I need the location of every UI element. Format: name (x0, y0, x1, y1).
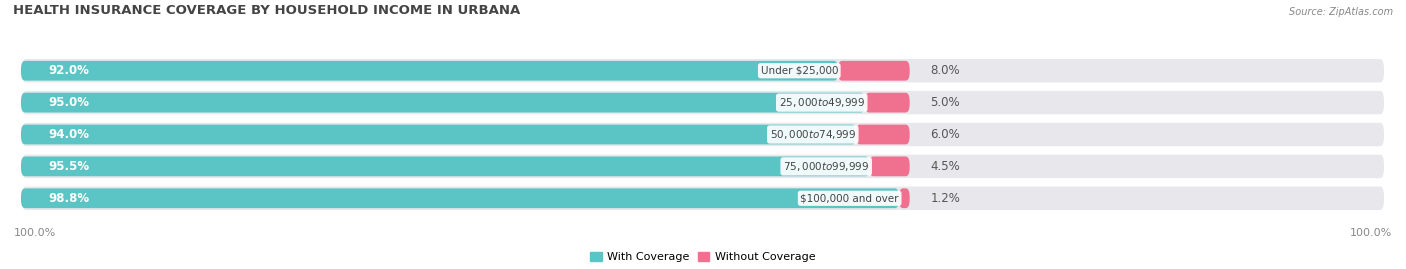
FancyBboxPatch shape (21, 61, 838, 81)
Text: 5.0%: 5.0% (931, 96, 960, 109)
Text: 100.0%: 100.0% (14, 228, 56, 238)
Legend: With Coverage, Without Coverage: With Coverage, Without Coverage (586, 247, 820, 267)
Text: 1.2%: 1.2% (931, 192, 960, 205)
Text: $75,000 to $99,999: $75,000 to $99,999 (783, 160, 869, 173)
FancyBboxPatch shape (21, 188, 898, 208)
Text: 92.0%: 92.0% (48, 64, 90, 77)
FancyBboxPatch shape (21, 154, 1385, 179)
Text: $25,000 to $49,999: $25,000 to $49,999 (779, 96, 865, 109)
Text: 95.5%: 95.5% (48, 160, 90, 173)
FancyBboxPatch shape (898, 188, 910, 208)
FancyBboxPatch shape (21, 122, 1385, 147)
FancyBboxPatch shape (21, 93, 865, 112)
Text: 8.0%: 8.0% (931, 64, 960, 77)
Text: HEALTH INSURANCE COVERAGE BY HOUSEHOLD INCOME IN URBANA: HEALTH INSURANCE COVERAGE BY HOUSEHOLD I… (13, 4, 520, 17)
FancyBboxPatch shape (21, 186, 1385, 211)
Text: 6.0%: 6.0% (931, 128, 960, 141)
Text: $100,000 and over: $100,000 and over (800, 193, 898, 203)
FancyBboxPatch shape (869, 157, 910, 176)
FancyBboxPatch shape (21, 157, 869, 176)
FancyBboxPatch shape (856, 125, 910, 144)
Text: 100.0%: 100.0% (1350, 228, 1392, 238)
Text: Under $25,000: Under $25,000 (761, 66, 838, 76)
Text: 94.0%: 94.0% (48, 128, 90, 141)
FancyBboxPatch shape (865, 93, 910, 112)
Text: 95.0%: 95.0% (48, 96, 90, 109)
Text: 98.8%: 98.8% (48, 192, 90, 205)
FancyBboxPatch shape (21, 125, 856, 144)
Text: $50,000 to $74,999: $50,000 to $74,999 (769, 128, 856, 141)
Text: Source: ZipAtlas.com: Source: ZipAtlas.com (1289, 8, 1393, 17)
FancyBboxPatch shape (21, 58, 1385, 83)
Text: 4.5%: 4.5% (931, 160, 960, 173)
FancyBboxPatch shape (838, 61, 910, 81)
FancyBboxPatch shape (21, 90, 1385, 115)
